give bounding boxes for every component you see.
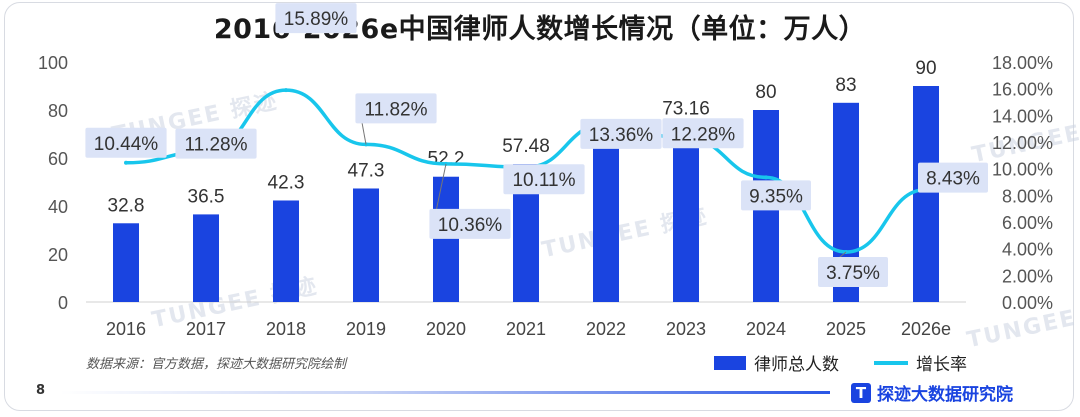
legend-item-bar: 律师总人数	[714, 350, 839, 375]
line-label-box	[580, 118, 662, 149]
brand-logo-icon: T	[851, 382, 871, 403]
line-value-label: 10.36%	[438, 215, 503, 236]
y-right-tick-label: 16.00%	[992, 80, 1053, 100]
bar-value-label: 83	[835, 75, 856, 96]
line-value-label: 8.43%	[926, 169, 980, 190]
x-tick-label: 2026e	[901, 319, 951, 339]
line-label-box	[429, 208, 511, 239]
y-right-tick-label: 18.00%	[992, 53, 1053, 73]
y-right-tick-label: 14.00%	[992, 106, 1053, 126]
line-label-box	[275, 3, 357, 34]
line-point	[764, 175, 768, 180]
line-point	[284, 88, 288, 93]
bar	[193, 214, 219, 302]
line-label-box	[741, 180, 811, 211]
line-value-label: 3.75%	[826, 263, 880, 284]
line-value-label: 10.11%	[512, 170, 575, 191]
bar-value-label: 90	[915, 58, 936, 79]
bar	[673, 126, 699, 302]
bar	[433, 176, 459, 302]
y-right-tick-label: 12.00%	[992, 133, 1053, 153]
bar	[353, 188, 379, 302]
x-tick-label: 2016	[106, 319, 146, 339]
y-right-tick-label: 4.00%	[1002, 240, 1053, 260]
line-label-box	[85, 127, 167, 158]
line-value-label: 11.28%	[184, 135, 247, 156]
y-right-tick-label: 2.00%	[1002, 266, 1053, 286]
x-tick-label: 2020	[426, 319, 466, 339]
line-label-box	[918, 162, 988, 193]
x-tick-label: 2023	[666, 319, 706, 339]
bar-value-label: 47.3	[348, 160, 385, 181]
bar-value-label: 42.3	[268, 172, 305, 193]
bar-value-label: 73.16	[662, 98, 710, 119]
line-value-label: 10.44%	[94, 134, 159, 155]
y-left-tick-label: 100	[38, 53, 68, 73]
bar-value-label: 32.8	[108, 195, 145, 216]
line-label-box	[175, 128, 257, 159]
line-value-label: 15.89%	[284, 9, 349, 30]
footer-divider	[60, 391, 830, 394]
line-value-label: 12.28%	[671, 124, 736, 145]
source-note: 数据来源：官方数据，探迹大数据研究院绘制	[86, 357, 347, 372]
y-left-tick-label: 40	[48, 197, 68, 217]
brand: T 探迹大数据研究院	[851, 380, 1013, 405]
bar	[113, 223, 139, 302]
x-tick-label: 2022	[586, 319, 626, 339]
x-tick-label: 2018	[266, 319, 306, 339]
line-value-label: 11.82%	[364, 99, 427, 120]
y-right-tick-label: 6.00%	[1002, 213, 1053, 233]
line-value-label: 13.36%	[589, 125, 654, 146]
x-tick-label: 2019	[346, 319, 386, 339]
bar	[273, 200, 299, 302]
x-tick-label: 2025	[826, 319, 866, 339]
y-right-tick-label: 10.00%	[992, 160, 1053, 180]
y-left-tick-label: 60	[48, 149, 68, 169]
line-label-box	[503, 164, 585, 195]
bar-value-label: 52.2	[428, 149, 465, 170]
legend-line-swatch	[874, 360, 908, 365]
x-tick-label: 2021	[506, 319, 546, 339]
line-label-box	[818, 257, 888, 287]
legend-label-line: 增长率	[916, 355, 967, 375]
bar-value-label: 80	[755, 82, 776, 103]
x-tick-label: 2017	[186, 319, 226, 339]
y-left-tick-label: 80	[48, 101, 68, 121]
line-point	[124, 160, 128, 165]
y-right-tick-label: 8.00%	[1002, 186, 1053, 206]
bar	[913, 86, 939, 302]
y-left-tick-label: 0	[58, 293, 68, 313]
x-tick-label: 2024	[746, 319, 786, 339]
bar-value-label: 57.48	[502, 136, 550, 157]
legend-item-line: 增长率	[874, 350, 967, 375]
line-label-box	[355, 93, 437, 124]
legend-label-bar: 律师总人数	[754, 355, 839, 375]
legend-bar-swatch	[714, 355, 746, 370]
line-label-box	[662, 118, 744, 149]
page-number: 8	[36, 383, 46, 398]
bar	[593, 145, 619, 302]
y-right-tick-label: 0.00%	[1002, 293, 1053, 313]
y-left-tick-label: 20	[48, 245, 68, 265]
line-value-label: 9.35%	[749, 186, 803, 207]
bar-value-label: 36.5	[188, 186, 225, 207]
brand-name: 探迹大数据研究院	[877, 385, 1013, 405]
